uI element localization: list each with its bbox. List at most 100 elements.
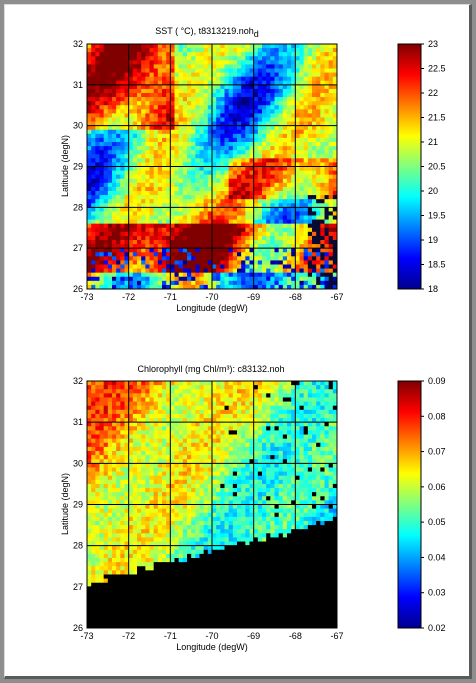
sst-pixel bbox=[91, 125, 96, 131]
sst-pixel bbox=[332, 150, 338, 155]
sst-pixel bbox=[162, 44, 167, 49]
sst-pixel bbox=[262, 276, 267, 282]
sst-pixel bbox=[291, 154, 296, 159]
sst-pixel bbox=[262, 129, 267, 135]
sst-pixel bbox=[312, 158, 317, 163]
sst-pixel bbox=[162, 264, 167, 269]
sst-pixel bbox=[157, 162, 163, 167]
sst-pixel bbox=[141, 52, 146, 57]
sst-pixel bbox=[87, 142, 92, 147]
sst-pixel bbox=[241, 231, 246, 237]
sst-pixel bbox=[307, 93, 313, 98]
sst-pixel bbox=[232, 284, 238, 290]
chl-pixel bbox=[282, 459, 288, 464]
chl-pixel bbox=[199, 438, 205, 444]
chl-pixel bbox=[137, 426, 142, 431]
sst-pixel bbox=[324, 48, 330, 53]
chl-pixel bbox=[182, 409, 188, 415]
chl-pixel bbox=[99, 434, 105, 440]
sst-pixel bbox=[266, 244, 271, 249]
sst-pixel bbox=[145, 231, 150, 237]
sst-pixel bbox=[195, 76, 200, 82]
sst-pixel bbox=[145, 203, 150, 208]
sst-pixel bbox=[178, 56, 184, 61]
chl-pixel bbox=[187, 405, 192, 411]
chl-pixel bbox=[128, 430, 134, 435]
sst-pixel bbox=[312, 166, 317, 171]
sst-pixel bbox=[157, 44, 163, 49]
sst-pixel bbox=[128, 117, 134, 122]
sst-pixel bbox=[216, 72, 221, 78]
chl-pixel bbox=[124, 409, 130, 415]
sst-pixel bbox=[153, 105, 159, 110]
sst-pixel bbox=[182, 178, 188, 184]
sst-pixel bbox=[312, 223, 317, 229]
chl-pixel bbox=[262, 426, 267, 431]
chl-pixel bbox=[245, 413, 250, 419]
sst-pixel bbox=[182, 142, 188, 147]
sst-pixel bbox=[212, 231, 217, 237]
sst-pixel bbox=[212, 64, 217, 69]
sst-pixel bbox=[270, 158, 275, 163]
chl-pixel bbox=[95, 381, 100, 386]
chl-pixel bbox=[182, 401, 188, 407]
sst-pixel bbox=[145, 170, 150, 176]
sst-pixel bbox=[187, 219, 192, 225]
sst-pixel bbox=[103, 88, 109, 94]
sst-pixel bbox=[195, 231, 200, 237]
sst-pixel bbox=[195, 268, 200, 274]
sst-pixel bbox=[291, 109, 296, 114]
sst-pixel bbox=[149, 76, 155, 82]
sst-pixel bbox=[166, 76, 171, 82]
chl-pixel bbox=[91, 430, 96, 435]
sst-pixel bbox=[253, 174, 259, 180]
sst-pixel bbox=[207, 186, 213, 192]
sst-pixel bbox=[157, 199, 163, 204]
chl-pixel bbox=[303, 450, 309, 456]
sst-pixel bbox=[237, 244, 242, 249]
chl-pixel bbox=[137, 463, 142, 468]
sst-pixel bbox=[224, 48, 230, 53]
chl-pixel bbox=[91, 426, 96, 431]
chl-pixel bbox=[216, 459, 221, 464]
sst-pixel bbox=[224, 166, 230, 171]
chl-pixel bbox=[170, 409, 175, 415]
sst-pixel bbox=[170, 256, 175, 261]
chl-pixel bbox=[149, 422, 155, 427]
sst-pixel bbox=[112, 276, 117, 282]
chl-pixel bbox=[324, 389, 330, 394]
sst-pixel bbox=[87, 186, 92, 192]
sst-pixel bbox=[220, 284, 225, 290]
sst-pixel bbox=[274, 260, 280, 265]
sst-pixel bbox=[295, 260, 300, 265]
sst-pixel bbox=[220, 199, 225, 204]
chl-pixel bbox=[199, 405, 205, 411]
sst-pixel bbox=[270, 174, 275, 180]
sst-pixel bbox=[295, 211, 300, 216]
chl-pixel bbox=[270, 385, 275, 390]
chl-pixel bbox=[274, 426, 280, 431]
chl-pixel bbox=[228, 434, 234, 440]
sst-pixel bbox=[262, 252, 267, 257]
sst-pixel bbox=[232, 235, 238, 241]
sst-pixel bbox=[274, 129, 280, 135]
chl-pixel bbox=[332, 413, 338, 419]
sst-pixel bbox=[91, 142, 96, 147]
sst-pixel bbox=[112, 272, 117, 278]
sst-pixel bbox=[249, 44, 255, 49]
chl-pixel bbox=[132, 471, 138, 477]
sst-pixel bbox=[278, 276, 284, 282]
sst-pixel bbox=[107, 264, 113, 269]
sst-pixel bbox=[203, 117, 209, 122]
chl-pixel bbox=[220, 409, 225, 415]
sst-pixel bbox=[107, 256, 113, 261]
chl-pixel bbox=[195, 438, 200, 444]
sst-pixel bbox=[124, 166, 130, 171]
chl-pixel bbox=[328, 426, 334, 431]
sst-pixel bbox=[282, 252, 288, 257]
sst-pixel bbox=[112, 219, 117, 225]
sst-pixel bbox=[170, 117, 175, 122]
sst-pixel bbox=[287, 97, 292, 102]
chl-pixel bbox=[295, 418, 300, 423]
sst-pixel bbox=[153, 76, 159, 82]
